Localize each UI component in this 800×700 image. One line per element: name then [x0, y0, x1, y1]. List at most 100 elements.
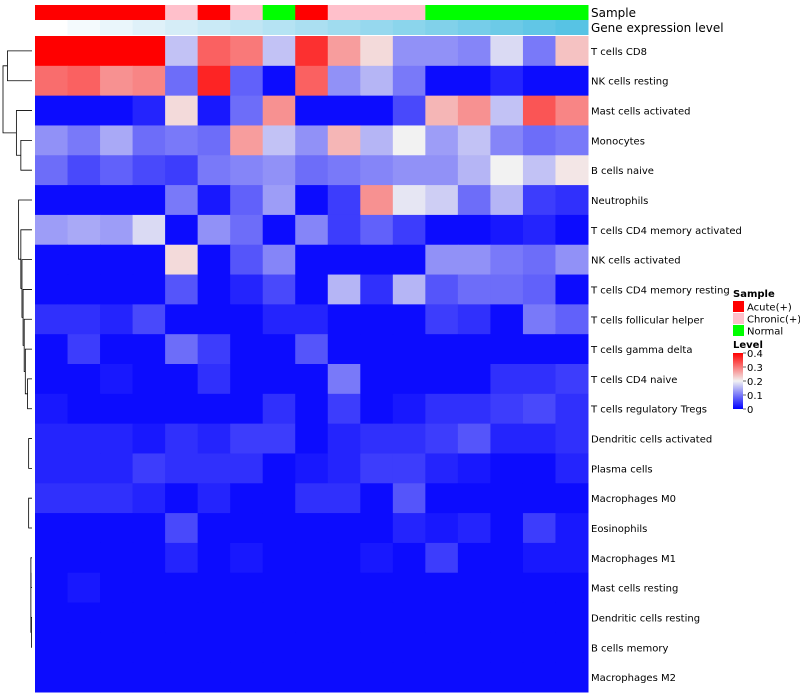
heatmap-cell — [100, 542, 134, 574]
heatmap-cell — [165, 334, 199, 365]
heatmap-cell — [490, 36, 524, 67]
heatmap-cell — [490, 155, 524, 186]
heatmap-cell — [457, 423, 491, 454]
heatmap-cells — [35, 36, 589, 693]
sample-annotation-cell — [262, 5, 296, 20]
heatmap-cell — [100, 155, 134, 186]
heatmap-cell — [165, 304, 199, 335]
legend-label: Acute(+) — [747, 303, 792, 314]
heatmap-cell — [295, 304, 329, 335]
legend-sample-entries: Acute(+)Chronic(+)Normal — [733, 301, 800, 338]
heatmap-cell — [360, 274, 394, 305]
heatmap-cell — [197, 125, 231, 156]
heatmap-cell — [555, 483, 589, 514]
heatmap-cell — [197, 364, 231, 395]
heatmap-cell — [100, 662, 134, 693]
heatmap-cell — [327, 155, 361, 186]
heatmap-cell — [197, 662, 231, 693]
heatmap-cell — [457, 304, 491, 335]
heatmap-cell — [230, 453, 264, 484]
heatmap-cell — [67, 572, 101, 604]
heatmap-cell — [555, 453, 589, 484]
heatmap-cell — [522, 483, 556, 514]
heatmap-cell — [522, 453, 556, 484]
heatmap-cell — [165, 542, 199, 574]
heatmap-cell — [360, 304, 394, 335]
heatmap-cell — [522, 244, 556, 276]
heatmap-cell — [490, 513, 524, 544]
heatmap-cell — [555, 513, 589, 544]
row-label: T cells follicular helper — [590, 315, 705, 326]
sample-annotation-cell — [132, 5, 166, 20]
dendrogram-branch — [31, 617, 32, 648]
heatmap-cell — [295, 214, 329, 246]
legend: Sample Acute(+)Chronic(+)Normal Level 0.… — [733, 289, 800, 416]
heatmap-cell — [230, 423, 264, 454]
dendrogram-branch — [15, 110, 32, 156]
expression-annotation-cell — [327, 20, 361, 35]
heatmap-cell — [327, 542, 361, 574]
heatmap-cell — [67, 244, 101, 276]
heatmap-cell — [392, 214, 426, 246]
heatmap-cell — [262, 244, 296, 276]
dendrogram-branch — [30, 557, 32, 589]
heatmap-cell — [327, 274, 361, 305]
annotation-label-expression: Gene expression level — [591, 21, 724, 35]
expression-annotation-cell — [100, 20, 134, 35]
expression-annotation-cell — [490, 20, 524, 35]
heatmap-cell — [132, 36, 166, 67]
heatmap-cell — [490, 662, 524, 693]
heatmap-cell — [230, 244, 264, 276]
heatmap-cell — [230, 632, 264, 663]
heatmap-cell — [67, 513, 101, 544]
row-labels: T cells CD8 NK cells resting Mast cells ac… — [590, 47, 742, 684]
expression-annotation-cell — [457, 20, 491, 35]
heatmap-cell — [262, 185, 296, 216]
heatmap-cell — [522, 572, 556, 604]
heatmap-cell — [295, 483, 329, 514]
heatmap-cell — [522, 513, 556, 544]
heatmap-cell — [457, 36, 491, 67]
heatmap-cell — [490, 572, 524, 604]
expression-annotation-cell — [197, 20, 231, 35]
heatmap-cell — [230, 304, 264, 335]
heatmap-cell — [327, 244, 361, 276]
heatmap-cell — [197, 274, 231, 305]
sample-annotation-cell — [360, 5, 394, 20]
heatmap-cell — [295, 95, 329, 126]
heatmap-cell — [67, 423, 101, 454]
heatmap-cell — [327, 423, 361, 454]
heatmap-cell — [555, 572, 589, 604]
heatmap-cell — [295, 185, 329, 216]
heatmap-cell — [425, 423, 459, 454]
heatmap-cell — [197, 393, 231, 425]
heatmap-cell — [522, 542, 556, 574]
heatmap-cell — [425, 185, 459, 216]
heatmap-cell — [230, 364, 264, 395]
heatmap-cell — [132, 364, 166, 395]
heatmap-cell — [230, 513, 264, 544]
heatmap-cell — [555, 364, 589, 395]
sample-annotation-cell — [555, 5, 589, 20]
heatmap-cell — [262, 572, 296, 604]
heatmap-cell — [67, 483, 101, 514]
heatmap-cell — [457, 274, 491, 305]
row-label: Neutrophils — [591, 196, 648, 207]
heatmap-cell — [360, 125, 394, 156]
sample-annotation-cell — [67, 5, 101, 20]
row-label: Mast cells resting — [591, 584, 678, 595]
dendrogram-branch — [28, 497, 32, 529]
heatmap-cell — [327, 334, 361, 365]
row-label: Macrophages M1 — [591, 554, 676, 565]
heatmap-cell — [67, 393, 101, 425]
sample-annotation-cell — [457, 5, 491, 20]
heatmap-cell — [197, 542, 231, 574]
heatmap-cell — [197, 155, 231, 186]
heatmap-cell — [555, 125, 589, 156]
heatmap-cell — [67, 95, 101, 126]
heatmap-cell — [262, 542, 296, 574]
heatmap-cell — [425, 393, 459, 425]
heatmap-cell — [100, 483, 134, 514]
heatmap-cell — [555, 244, 589, 276]
heatmap-cell — [295, 65, 329, 97]
